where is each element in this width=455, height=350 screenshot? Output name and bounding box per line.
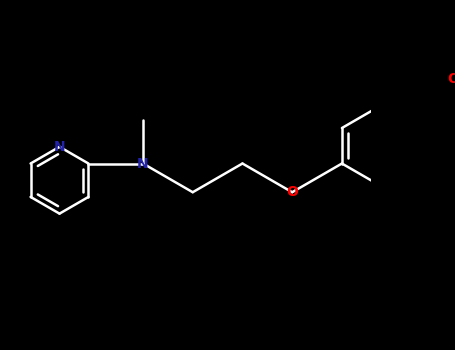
Text: O: O bbox=[286, 185, 298, 199]
Text: O: O bbox=[447, 72, 455, 86]
Text: N: N bbox=[54, 140, 66, 154]
Text: N: N bbox=[137, 156, 149, 170]
